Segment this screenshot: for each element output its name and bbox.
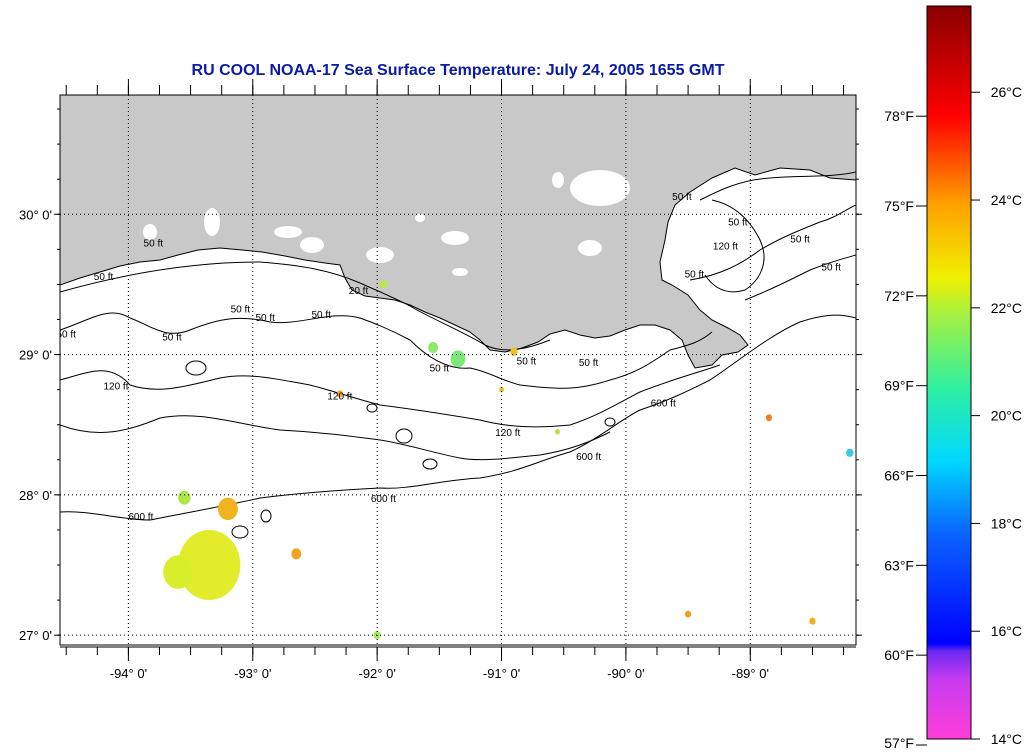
- sst-patch: [428, 341, 439, 354]
- contour-label: 50 ft: [579, 358, 599, 369]
- lon-tick-label: -93° 0': [234, 666, 271, 681]
- sst-patch: [499, 386, 505, 393]
- map-title: RU COOL NOAA-17 Sea Surface Temperature:…: [191, 62, 725, 79]
- colorbar-c-label: 24°C: [991, 192, 1022, 208]
- colorbar-f-label: 60°F: [884, 647, 914, 663]
- contour-label: 120 ft: [495, 428, 520, 439]
- contour-label: 600 ft: [371, 494, 396, 505]
- lon-tick-label: -89° 0': [732, 666, 769, 681]
- colorbar-c-label: 20°C: [991, 408, 1022, 424]
- contour-label: 50 ft: [672, 192, 692, 203]
- lat-tick-label: 28° 0': [19, 488, 52, 503]
- contour-label: 50 ft: [728, 217, 748, 228]
- sst-patch: [846, 448, 854, 457]
- sst-patch: [765, 414, 773, 422]
- sst-patch: [178, 490, 191, 505]
- lat-lon-grid: 30° 0' 29° 0' 28° 0' 27° 0' -94° 0' -93° 0' -9…: [19, 79, 862, 681]
- lon-tick-label: -91° 0': [483, 666, 520, 681]
- contour-label: 20 ft: [349, 286, 369, 297]
- contour-label: 120 ft: [713, 241, 738, 252]
- lat-tick-label: 29° 0': [19, 348, 52, 363]
- sst-patch: [555, 428, 560, 435]
- sst-observations: [163, 280, 854, 640]
- contour-label: 120 ft: [327, 391, 352, 402]
- contour-sound: [699, 171, 856, 201]
- bathymetry-contours: [60, 171, 856, 539]
- sst-patch: [684, 610, 692, 618]
- lat-tick-label: 27° 0': [19, 628, 52, 643]
- contour-label: 50 ft: [255, 313, 275, 324]
- contour-label: 50 ft: [94, 272, 114, 283]
- contour-label: 50 ft: [144, 239, 164, 250]
- lon-tick-label: -94° 0': [110, 666, 147, 681]
- contour-50ft-outer: [60, 312, 713, 389]
- contour-east-outer: [744, 254, 856, 301]
- contour-50ft: [60, 261, 551, 351]
- contour-label: 50 ft: [231, 304, 251, 315]
- sst-patch: [379, 280, 388, 289]
- contour-600ft: [60, 314, 856, 521]
- sst-patch: [291, 548, 302, 560]
- colorbar-c-label: 14°C: [991, 731, 1022, 747]
- lat-tick-label: 30° 0': [19, 207, 52, 222]
- contour-label: 50 ft: [790, 234, 810, 245]
- contour-120ft: [60, 364, 721, 428]
- contour-label: 50 ft: [685, 269, 705, 280]
- contour-label: 600 ft: [651, 398, 676, 409]
- contour-label: 50 ft: [162, 333, 182, 344]
- colorbar-c-label: 18°C: [991, 515, 1022, 531]
- sst-patch: [178, 529, 241, 601]
- sst-patch: [809, 617, 816, 625]
- colorbar-gradient: [926, 5, 972, 740]
- colorbar-c-label: 16°C: [991, 623, 1022, 639]
- contour-label: 600 ft: [128, 512, 153, 523]
- contour-east-50ft: [689, 204, 856, 281]
- colorbar-c-label: 22°C: [991, 300, 1022, 316]
- colorbar-f-label: 66°F: [884, 468, 914, 484]
- contour-label: 120 ft: [103, 382, 128, 393]
- sst-patch: [217, 497, 238, 521]
- sst-patch: [450, 350, 466, 368]
- colorbar-f-label: 69°F: [884, 378, 914, 394]
- sst-patch: [510, 347, 518, 356]
- colorbar-f-label: 63°F: [884, 557, 914, 573]
- contour-label: 50 ft: [430, 363, 450, 374]
- colorbar-c-label: 26°C: [991, 84, 1022, 100]
- contour-label: 50 ft: [821, 262, 841, 273]
- lon-tick-label: -90° 0': [607, 666, 644, 681]
- colorbar-f-label: 72°F: [884, 288, 914, 304]
- colorbar-f-label: 57°F: [884, 735, 914, 751]
- contour-600ft-inner: [60, 415, 611, 461]
- colorbar-f-label: 75°F: [884, 198, 914, 214]
- contour-labels: 50 ft 50 ft 50 ft 50 ft 50 ft 20 ft 50 ft 50 ft…: [56, 192, 841, 523]
- sst-patch: [336, 390, 343, 398]
- contour-label: 50 ft: [56, 330, 76, 341]
- lon-tick-label: -92° 0': [359, 666, 396, 681]
- inland-water: [143, 170, 630, 276]
- plot-frame: [59, 94, 857, 646]
- colorbar: 57°F 60°F 63°F 66°F 69°F 72°F 75°F 78°F 14°C 16°C…: [884, 5, 1022, 751]
- contour-label: 50 ft: [517, 356, 537, 367]
- sst-patch: [163, 555, 194, 589]
- colorbar-f-label: 78°F: [884, 108, 914, 124]
- contour-delta-ring: [704, 199, 765, 293]
- contour-label: 50 ft: [311, 310, 331, 321]
- contour-label: 600 ft: [576, 452, 601, 463]
